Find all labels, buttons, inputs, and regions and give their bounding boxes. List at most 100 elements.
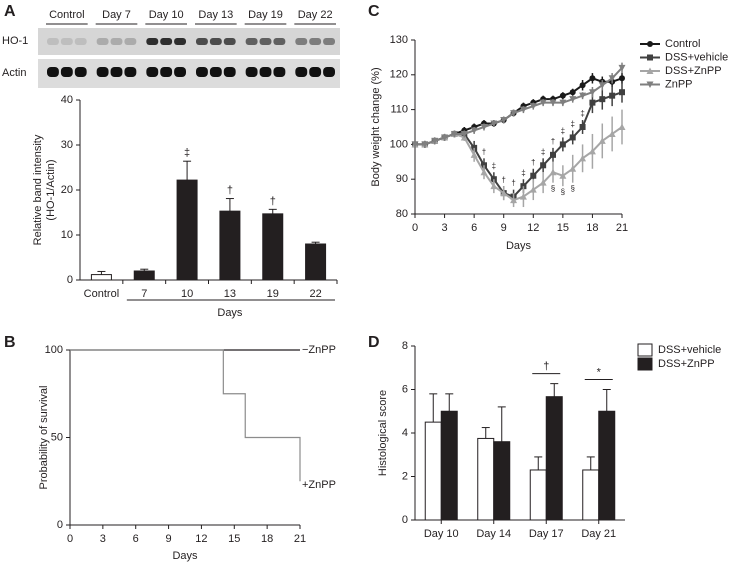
- point: [510, 110, 518, 117]
- band: [245, 67, 258, 77]
- x-axis-label: Days: [172, 550, 198, 562]
- bar: [305, 243, 327, 281]
- line-label: −ZnPP: [302, 344, 336, 356]
- band: [124, 38, 137, 45]
- significance: ‡: [521, 168, 525, 177]
- point: [569, 96, 577, 103]
- point: [411, 141, 419, 148]
- x-tick-label: 9: [166, 533, 172, 545]
- significance: †: [543, 361, 549, 373]
- x-tick-label: 15: [557, 222, 569, 234]
- significance: ‡: [184, 147, 190, 159]
- band: [110, 67, 123, 77]
- band: [196, 38, 208, 45]
- x-tick-label: Day 10: [424, 528, 459, 540]
- legend-swatch: [637, 357, 653, 371]
- band: [196, 67, 208, 77]
- significance: †: [511, 179, 515, 188]
- significance: †: [270, 195, 276, 207]
- band: [174, 67, 186, 77]
- significance: ‡: [580, 109, 584, 118]
- point: [646, 81, 654, 88]
- significance: ‡: [561, 127, 565, 136]
- point: [519, 106, 527, 114]
- point: [599, 96, 606, 103]
- point: [549, 168, 557, 176]
- significance: †: [531, 158, 535, 167]
- significance: †: [551, 137, 555, 146]
- point: [579, 124, 586, 130]
- y-tick-label: 10: [61, 229, 73, 241]
- point: [431, 137, 439, 145]
- point: [470, 151, 478, 158]
- band: [60, 38, 73, 45]
- y-tick-label: 120: [390, 69, 408, 81]
- band: [174, 38, 186, 45]
- point: [647, 54, 653, 61]
- band: [309, 67, 322, 77]
- point: [579, 92, 587, 100]
- y-axis-label: (HO-1/Actin): [45, 159, 57, 220]
- y-axis-label: Probability of survival: [38, 386, 50, 490]
- x-tick-label: Day 21: [581, 528, 616, 540]
- bar: [133, 270, 155, 281]
- x-tick-label: Day 17: [529, 528, 564, 540]
- x-tick-label: Control: [84, 288, 119, 300]
- blot-lane-label: Day 10: [149, 9, 184, 21]
- x-tick-label: 12: [195, 533, 207, 545]
- band: [47, 38, 59, 45]
- band: [245, 38, 258, 45]
- y-tick-label: 2: [402, 470, 408, 482]
- point: [569, 89, 576, 96]
- point: [609, 92, 616, 99]
- y-axis-label: Body weight change (%): [370, 67, 382, 186]
- x-axis-label: Days: [217, 307, 243, 319]
- band: [323, 67, 335, 77]
- significance: §: [570, 184, 574, 193]
- point: [559, 172, 567, 179]
- blot-lane-label: Day 13: [198, 9, 233, 21]
- point: [618, 64, 626, 72]
- y-tick-label: 4: [402, 427, 408, 439]
- bar: [90, 274, 112, 281]
- point: [441, 134, 449, 141]
- significance: †: [482, 147, 486, 156]
- significance: *: [597, 366, 602, 378]
- band: [47, 67, 59, 77]
- legend-label: DSS+ZnPP: [665, 65, 722, 77]
- x-tick-label: 21: [616, 222, 628, 234]
- y-tick-label: 30: [61, 139, 73, 151]
- x-tick-label: 13: [224, 288, 236, 300]
- x-tick-label: 3: [100, 533, 106, 545]
- point: [450, 130, 458, 138]
- band: [74, 67, 87, 77]
- y-tick-label: 100: [390, 138, 408, 150]
- x-tick-label: 12: [527, 222, 539, 234]
- band: [209, 67, 222, 77]
- point: [619, 89, 625, 96]
- point: [490, 182, 498, 190]
- band: [60, 67, 73, 77]
- x-tick-label: 22: [309, 288, 321, 300]
- line-label: +ZnPP: [302, 479, 336, 491]
- band: [146, 67, 159, 77]
- legend-label: DSS+vehicle: [658, 344, 721, 356]
- point: [569, 134, 576, 141]
- point: [539, 99, 547, 107]
- band: [273, 38, 286, 45]
- x-tick-label: 15: [228, 533, 240, 545]
- point: [579, 154, 587, 162]
- point: [559, 141, 566, 148]
- legend-label: ZnPP: [665, 78, 693, 90]
- bar: [493, 441, 511, 521]
- legend-label: DSS+ZnPP: [658, 358, 715, 370]
- x-tick-label: 7: [141, 288, 147, 300]
- point: [510, 196, 518, 204]
- blot-ho1: [38, 28, 340, 55]
- x-tick-label: 6: [471, 222, 477, 234]
- significance: §: [551, 184, 555, 193]
- y-tick-label: 80: [396, 208, 408, 220]
- point: [619, 75, 625, 82]
- point: [519, 193, 527, 200]
- y-tick-label: 90: [396, 173, 408, 185]
